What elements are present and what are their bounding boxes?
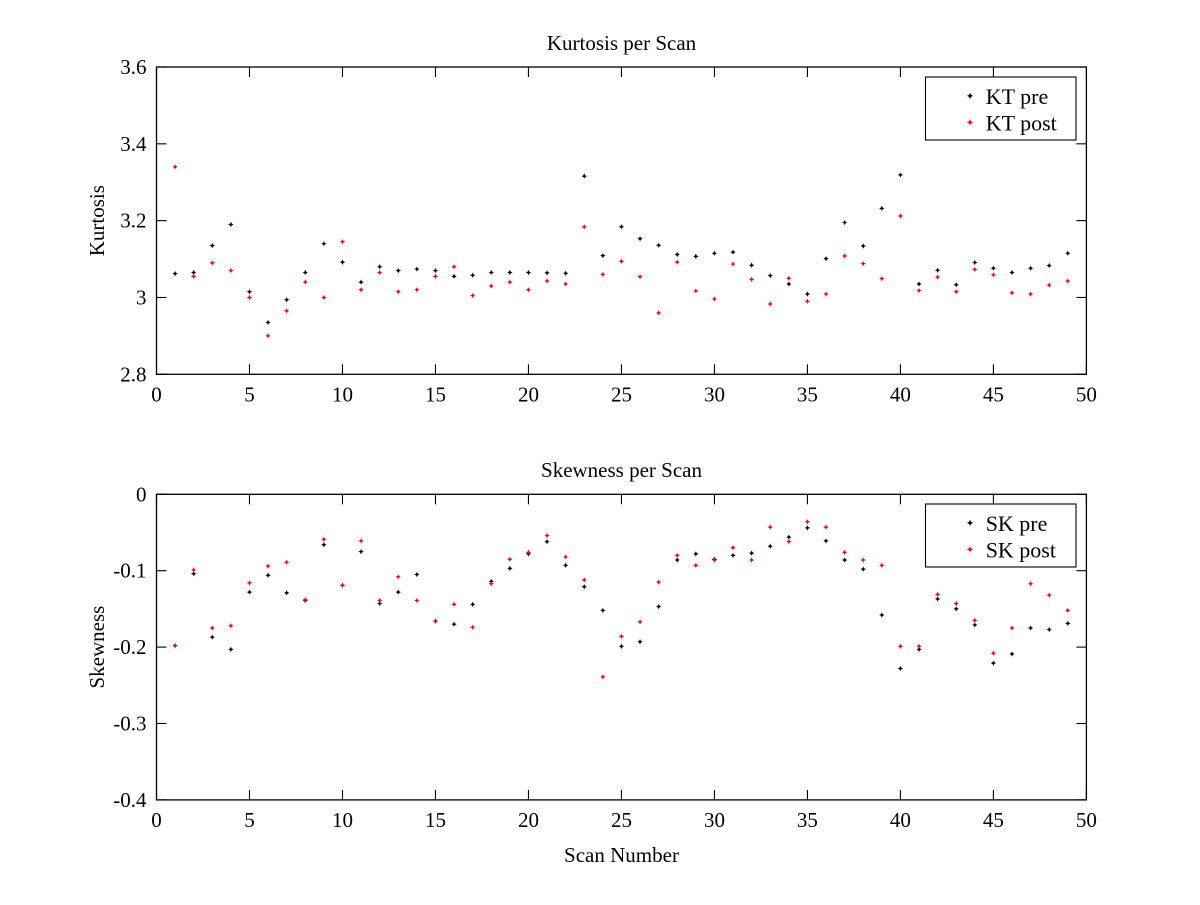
svg-text:20: 20 [518, 382, 539, 406]
svg-text:15: 15 [425, 382, 446, 406]
svg-text:KT post: KT post [986, 110, 1057, 135]
svg-text:3.4: 3.4 [120, 132, 147, 156]
svg-text:-0.1: -0.1 [113, 559, 146, 583]
svg-text:-0.2: -0.2 [113, 635, 146, 659]
svg-text:Kurtosis: Kurtosis [85, 185, 109, 256]
svg-text:0: 0 [151, 808, 162, 832]
svg-text:Skewness per Scan: Skewness per Scan [541, 458, 702, 482]
svg-text:40: 40 [890, 382, 911, 406]
svg-text:KT pre: KT pre [986, 84, 1049, 109]
svg-text:10: 10 [332, 382, 353, 406]
svg-text:10: 10 [332, 808, 353, 832]
svg-text:5: 5 [244, 382, 255, 406]
svg-text:-0.3: -0.3 [113, 712, 146, 736]
svg-text:30: 30 [704, 382, 725, 406]
svg-text:SK pre: SK pre [986, 511, 1048, 536]
svg-text:25: 25 [611, 382, 632, 406]
svg-text:SK post: SK post [986, 537, 1056, 562]
svg-text:40: 40 [890, 808, 911, 832]
svg-text:45: 45 [983, 808, 1004, 832]
svg-text:Skewness: Skewness [85, 606, 109, 689]
svg-text:20: 20 [518, 808, 539, 832]
svg-text:50: 50 [1076, 382, 1097, 406]
svg-text:25: 25 [611, 808, 632, 832]
svg-text:50: 50 [1076, 808, 1097, 832]
svg-text:Kurtosis per Scan: Kurtosis per Scan [547, 31, 697, 55]
svg-text:30: 30 [704, 808, 725, 832]
svg-text:15: 15 [425, 808, 446, 832]
svg-text:35: 35 [797, 808, 818, 832]
svg-text:0: 0 [136, 482, 147, 506]
svg-text:Scan Number: Scan Number [564, 843, 679, 867]
svg-text:3.2: 3.2 [120, 209, 146, 233]
svg-text:5: 5 [244, 808, 255, 832]
svg-text:3.6: 3.6 [120, 55, 146, 79]
svg-text:3: 3 [136, 285, 147, 309]
svg-text:-0.4: -0.4 [113, 788, 147, 812]
svg-text:35: 35 [797, 382, 818, 406]
svg-text:45: 45 [983, 382, 1004, 406]
svg-text:2.8: 2.8 [120, 362, 146, 386]
svg-text:0: 0 [151, 382, 162, 406]
